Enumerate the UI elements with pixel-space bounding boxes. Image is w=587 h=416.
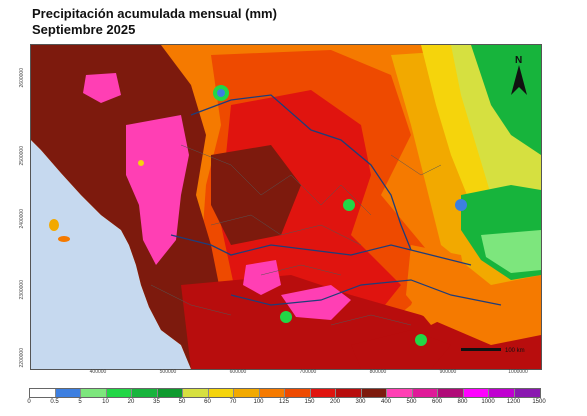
zone-dark-red-south	[181, 275, 541, 369]
y-tick-label: 2200000	[19, 348, 25, 368]
legend-swatch	[55, 389, 81, 397]
zone-pink-1	[126, 115, 189, 265]
x-tick-label: 800000	[369, 369, 387, 375]
precipitation-map: N 100 km	[30, 44, 542, 370]
x-tick-label: 600000	[229, 369, 247, 375]
zone-pink-3	[281, 285, 351, 320]
legend-label: 60	[204, 399, 211, 405]
zone-light-green-e	[481, 230, 541, 273]
x-tick-label: 700000	[299, 369, 317, 375]
river-2	[190, 94, 412, 251]
map-svg: N 100 km	[31, 45, 541, 369]
legend-label: 800	[457, 399, 468, 405]
legend-swatch	[336, 389, 362, 397]
legend-label: 10	[102, 399, 109, 405]
legend-swatch	[259, 389, 285, 397]
zone-pink-4	[83, 73, 121, 103]
island-2	[58, 236, 70, 242]
scale-label: 100 km	[505, 348, 525, 354]
scale-bar	[461, 348, 501, 351]
title-line-1: Precipitación acumulada mensual (mm)	[32, 6, 277, 21]
title-line-2: Septiembre 2025	[32, 22, 136, 37]
x-tick-label: 500000	[159, 369, 177, 375]
legend-label: 600	[431, 399, 443, 405]
north-arrow	[511, 65, 527, 95]
legend-label: 1500	[532, 399, 546, 405]
legend-label: 400	[380, 399, 392, 405]
x-tick-label: 900000	[439, 369, 457, 375]
y-tick-label: 2500000	[19, 146, 25, 166]
legend-swatch	[463, 389, 489, 397]
legend-swatch	[285, 389, 311, 397]
x-tick-label: 1000000	[508, 369, 528, 375]
zone-green-ne	[471, 45, 541, 155]
legend-swatch	[208, 389, 234, 397]
legend-swatch	[438, 389, 464, 397]
zone-pink-2	[243, 260, 281, 295]
hotspot-6	[138, 160, 144, 166]
legend-swatch	[361, 389, 387, 397]
river-3	[230, 279, 502, 306]
legend-swatch	[106, 389, 132, 397]
state-borders	[150, 144, 442, 326]
y-tick-label: 2400000	[19, 209, 25, 229]
legend-label: 0	[27, 399, 31, 405]
legend-label: 300	[355, 399, 366, 405]
legend-swatch	[183, 389, 209, 397]
legend-swatch	[132, 389, 158, 397]
legend-swatch	[514, 389, 540, 397]
legend-label: 100	[253, 399, 264, 405]
zone-dark-red-central	[211, 145, 301, 245]
legend-label: 200	[329, 399, 341, 405]
legend-label: 1200	[506, 399, 521, 405]
legend-label: 500	[406, 399, 417, 405]
legend-swatch	[387, 389, 413, 397]
legend-label: 5	[78, 399, 82, 405]
north-label: N	[515, 55, 522, 66]
river-1	[170, 234, 472, 266]
y-tick-label: 2600000	[19, 68, 25, 88]
x-tick-label: 400000	[89, 369, 107, 375]
legend-label: 1000	[481, 399, 495, 405]
hotspot-4	[280, 311, 292, 323]
legend-label: 50	[178, 399, 186, 405]
legend-label: 0.5	[50, 399, 59, 405]
zone-orange-south	[406, 245, 471, 325]
hotspot-2	[343, 199, 355, 211]
legend-swatch	[30, 389, 56, 397]
legend-swatch	[489, 389, 515, 397]
legend-label: 70	[229, 399, 237, 405]
legend-label: 35	[153, 399, 160, 405]
hotspot-5	[415, 334, 427, 346]
hotspot-1-core	[217, 89, 225, 97]
map-title: Precipitación acumulada mensual (mm) Sep…	[32, 6, 277, 38]
legend-color-bar	[29, 388, 541, 398]
hotspot-3	[455, 199, 467, 211]
y-tick-label: 2300000	[19, 280, 25, 300]
legend-label: 20	[127, 399, 135, 405]
legend-label: 150	[304, 399, 315, 405]
legend-label: 125	[278, 399, 290, 405]
legend-swatch	[81, 389, 107, 397]
legend-swatch	[157, 389, 183, 397]
legend-swatch	[412, 389, 438, 397]
legend-swatch	[234, 389, 260, 397]
legend-swatch	[310, 389, 336, 397]
island-1	[49, 219, 59, 231]
